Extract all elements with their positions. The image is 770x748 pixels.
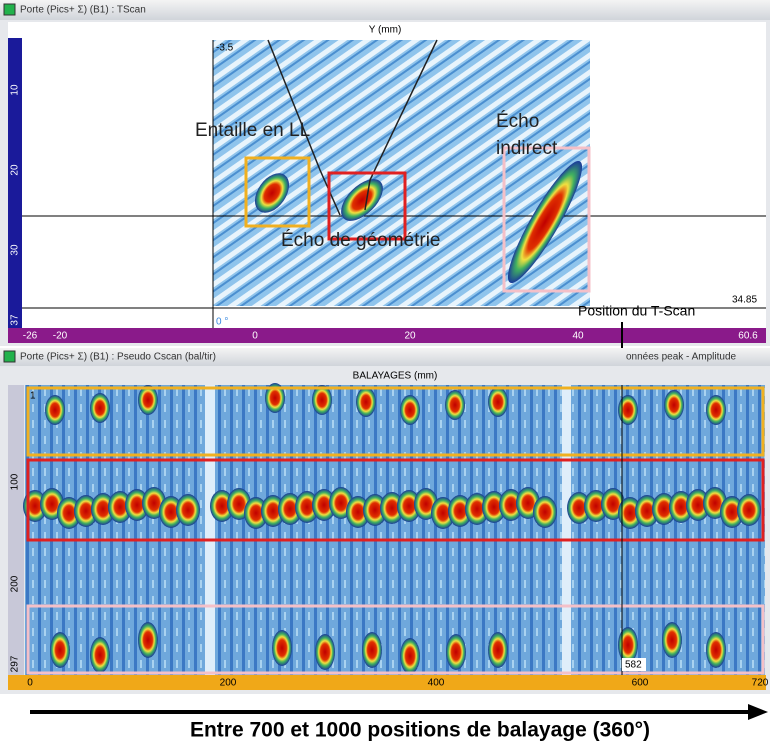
axis-title: Y (mm) [369, 25, 402, 36]
axis-title: BALAYAGES (mm) [353, 371, 438, 382]
cursor-value: 582 [625, 660, 642, 671]
bottom-axis [8, 675, 766, 690]
echo [618, 395, 638, 425]
echo [138, 622, 158, 658]
icon [4, 4, 15, 15]
angle-label: 0 ° [216, 317, 228, 328]
y-tick-label: 37 [10, 314, 21, 326]
bottom-axis [8, 328, 766, 343]
echo [45, 395, 65, 425]
corner-label: 34.85 [732, 295, 757, 306]
echo [488, 632, 508, 668]
echo [272, 630, 292, 666]
annotation: Écho de géométrie [281, 230, 441, 251]
x-tick-label: -20 [53, 331, 68, 342]
arrow-head [748, 704, 768, 720]
x-tick-label: 600 [632, 678, 649, 689]
gap [562, 385, 571, 675]
caption: Entre 700 et 1000 positions de balayage … [190, 719, 650, 742]
left-axis [8, 38, 22, 328]
echo [706, 395, 726, 425]
echo [50, 632, 70, 668]
echo [400, 638, 420, 674]
echo [315, 634, 335, 670]
echo [90, 393, 110, 423]
scan-image [25, 385, 765, 675]
echo [176, 494, 200, 526]
y-tick-label: 20 [10, 164, 21, 176]
annotation: indirect [496, 138, 558, 159]
icon [4, 351, 15, 362]
x-tick-label: 200 [220, 678, 237, 689]
annotation: Position du T-Scan [578, 303, 695, 319]
echo [362, 632, 382, 668]
echo [706, 632, 726, 668]
gap [205, 385, 215, 675]
annotation: Écho [496, 111, 539, 132]
x-tick-label: -26 [23, 331, 38, 342]
echo [533, 496, 557, 528]
echo [356, 387, 376, 417]
left-axis [8, 385, 24, 675]
echo [618, 627, 638, 663]
window-title: Porte (Pics+ Σ) (B1) : Pseudo Cscan (bal… [20, 352, 216, 363]
corner-label: 1 [30, 391, 36, 402]
screenshot: Porte (Pics+ Σ) (B1) : TScan Y (mm) -3.5… [0, 0, 770, 743]
y-tick-label: 200 [10, 575, 21, 592]
x-tick-label: 0 [27, 678, 33, 689]
echo [445, 390, 465, 420]
window-title: Porte (Pics+ Σ) (B1) : TScan [20, 5, 146, 16]
echo [488, 387, 508, 417]
x-tick-label: 20 [404, 331, 416, 342]
x-tick-label: 720 [752, 678, 769, 689]
x-tick-label: 40 [572, 331, 584, 342]
y-tick-label: 30 [10, 244, 21, 256]
echo [664, 390, 684, 420]
corner-label: -3.5 [216, 43, 234, 54]
window-title: onnées peak - Amplitude [626, 352, 737, 363]
echo [662, 622, 682, 658]
annotation: Entaille en LL [195, 120, 310, 141]
echo [400, 395, 420, 425]
echo [737, 494, 761, 526]
x-tick-label: 400 [428, 678, 445, 689]
echo [446, 634, 466, 670]
y-tick-label: 297 [10, 655, 21, 672]
echo [90, 637, 110, 673]
x-tick-label: 0 [252, 331, 258, 342]
x-tick-label: 60.6 [738, 331, 758, 342]
y-tick-label: 100 [10, 473, 21, 490]
y-tick-label: 10 [10, 84, 21, 96]
